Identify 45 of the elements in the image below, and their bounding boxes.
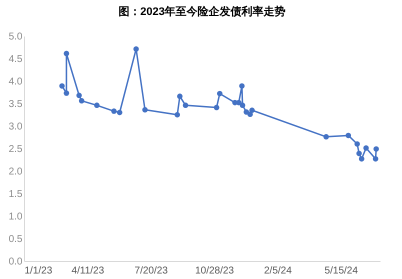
- point: [177, 94, 183, 100]
- chart-title: 图：2023年至今险企发债利率走势: [118, 5, 286, 18]
- point: [363, 145, 369, 151]
- x-tick-label: 1/1/23: [24, 266, 53, 276]
- point: [240, 102, 246, 108]
- y-tick-label: 1.0: [8, 212, 23, 222]
- point: [358, 156, 364, 162]
- y-tick-label: 3.0: [8, 122, 23, 132]
- x-tick-label: 5/15/24: [324, 266, 358, 276]
- x-tick-label: 4/11/23: [72, 266, 105, 276]
- y-tick-label: 4.5: [8, 54, 23, 65]
- point: [214, 104, 220, 110]
- point: [59, 83, 65, 89]
- y-tick-label: 2.0: [8, 166, 23, 178]
- x-tick-label: 2/5/24: [264, 266, 292, 276]
- point: [133, 46, 139, 52]
- point: [323, 134, 329, 140]
- point: [64, 90, 70, 96]
- point: [249, 108, 255, 113]
- y-tick-label: 2.5: [8, 144, 23, 155]
- point: [174, 112, 180, 118]
- point: [239, 83, 245, 89]
- point: [76, 92, 82, 98]
- point: [142, 107, 148, 113]
- y-tick-label: 1.5: [8, 189, 23, 200]
- y-tick-label: 3.5: [8, 99, 23, 110]
- x-tick-label: 7/20/23: [134, 266, 168, 276]
- point: [116, 110, 122, 116]
- point: [356, 150, 362, 156]
- point: [217, 90, 222, 96]
- y-tick-label: 4.0: [8, 76, 23, 88]
- point: [78, 98, 84, 104]
- y-tick-label: 5.0: [8, 32, 23, 42]
- point: [236, 100, 242, 106]
- point: [354, 141, 360, 147]
- point: [373, 146, 379, 152]
- point: [372, 156, 378, 162]
- y-tick-label: 0.0: [8, 256, 23, 268]
- y-tick-label: 0.5: [8, 234, 23, 245]
- point: [94, 102, 100, 108]
- point: [182, 102, 188, 108]
- point: [346, 132, 352, 138]
- point: [111, 108, 117, 114]
- x-tick-label: 10/28/23: [195, 266, 234, 276]
- point: [64, 50, 70, 56]
